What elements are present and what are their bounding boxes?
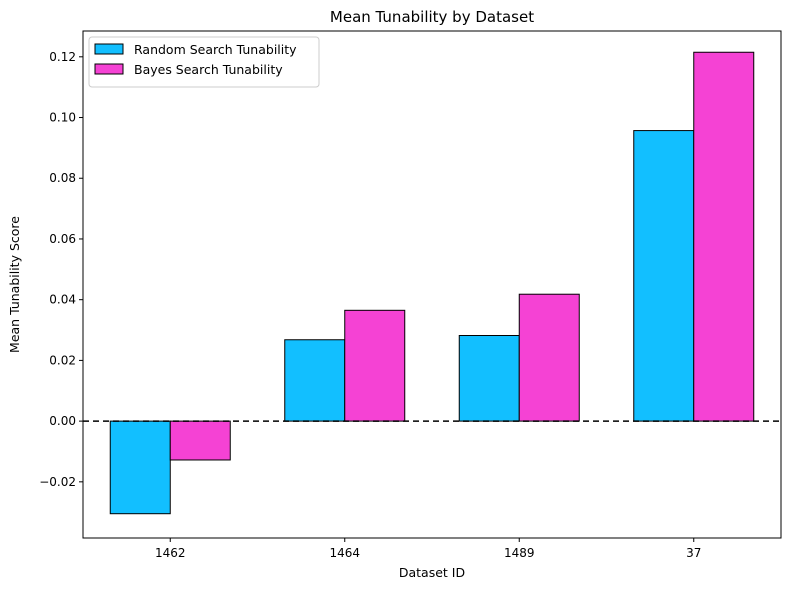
plot-area: −0.02 0.00 0.02 0.04 0.06 0.08 0.10 0.12 1462 146… bbox=[39, 30, 782, 560]
y-axis-title: Mean Tunability Score bbox=[7, 216, 22, 353]
legend-box bbox=[88, 36, 320, 88]
x-tick-label: 1489 bbox=[504, 546, 535, 560]
legend-swatch-bayes bbox=[94, 63, 124, 75]
bar-bayes-1464 bbox=[344, 309, 406, 422]
legend-label-random: Random Search Tunability bbox=[134, 42, 297, 57]
y-tick-label: 0.04 bbox=[49, 293, 76, 307]
axes-frame bbox=[82, 30, 782, 539]
bar-bayes-37 bbox=[693, 51, 755, 422]
y-tick-label: −0.02 bbox=[39, 475, 76, 489]
bar-random-1489 bbox=[458, 335, 520, 422]
legend-label-bayes: Bayes Search Tunability bbox=[134, 62, 283, 77]
legend-swatch-random bbox=[94, 43, 124, 55]
x-tick-label: 1462 bbox=[155, 546, 186, 560]
y-tick-label: 0.08 bbox=[49, 171, 76, 185]
bar-bayes-1489 bbox=[518, 293, 580, 422]
y-tick-label: 0.00 bbox=[49, 414, 76, 428]
bar-bayes-1462 bbox=[169, 420, 231, 461]
x-tick-label: 37 bbox=[686, 546, 701, 560]
y-tick-label: 0.06 bbox=[49, 232, 76, 246]
legend: Random Search Tunability Bayes Search Tun… bbox=[88, 36, 320, 88]
bar-random-1464 bbox=[284, 339, 346, 422]
bar-random-1462 bbox=[109, 420, 171, 515]
y-tick-label: 0.02 bbox=[49, 353, 76, 367]
y-tick-label: 0.10 bbox=[49, 111, 76, 125]
x-tick-label: 1464 bbox=[329, 546, 360, 560]
bar-random-37 bbox=[633, 130, 695, 422]
chart-title: Mean Tunability by Dataset bbox=[330, 8, 534, 26]
y-tick-label: 0.12 bbox=[49, 50, 76, 64]
x-axis-title: Dataset ID bbox=[399, 565, 465, 580]
